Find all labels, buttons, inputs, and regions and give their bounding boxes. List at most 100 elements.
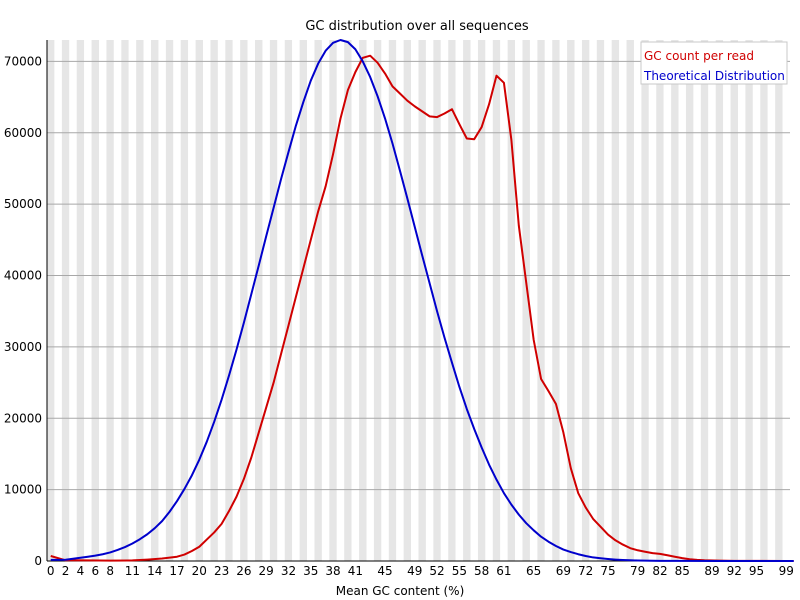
background-stripe xyxy=(366,40,374,561)
background-stripe xyxy=(581,40,590,561)
background-stripe xyxy=(619,40,627,561)
background-stripe xyxy=(381,40,389,561)
background-stripe xyxy=(277,40,285,561)
background-stripe xyxy=(463,40,471,561)
x-tick-label: 49 xyxy=(407,564,422,578)
x-tick-label: 4 xyxy=(77,564,85,578)
background-stripe xyxy=(351,40,360,561)
background-stripe xyxy=(91,40,100,561)
legend-entry-gc-count: GC count per read xyxy=(644,49,754,63)
background-stripe xyxy=(470,40,478,561)
background-stripe xyxy=(752,40,761,561)
background-stripe xyxy=(359,40,367,561)
x-tick-label: 52 xyxy=(429,564,444,578)
background-stripe xyxy=(143,40,152,561)
background-stripe xyxy=(173,40,181,561)
legend-entry-theoretical: Theoretical Distribution xyxy=(643,69,785,83)
background-stripe xyxy=(47,40,55,561)
background-stripe xyxy=(262,40,270,561)
background-stripe xyxy=(307,40,315,561)
background-stripe xyxy=(195,40,204,561)
background-stripe xyxy=(760,40,768,561)
x-tick-label: 75 xyxy=(600,564,615,578)
x-tick-label: 8 xyxy=(106,564,114,578)
background-stripe xyxy=(477,40,486,561)
background-stripe xyxy=(240,40,248,561)
background-stripe xyxy=(671,40,679,561)
series-layer xyxy=(50,39,794,562)
background-stripes xyxy=(47,40,790,561)
background-stripe xyxy=(373,40,382,561)
background-stripe xyxy=(418,40,426,561)
background-stripe xyxy=(544,40,553,561)
x-axis-title: Mean GC content (%) xyxy=(336,584,465,598)
background-stripe xyxy=(158,40,166,561)
x-tick-label: 26 xyxy=(236,564,251,578)
background-stripe xyxy=(314,40,322,561)
x-tick-label: 35 xyxy=(303,564,318,578)
background-stripe xyxy=(574,40,582,561)
background-stripe xyxy=(396,40,404,561)
background-stripe xyxy=(626,40,634,561)
background-stripe xyxy=(715,40,724,561)
background-stripe xyxy=(515,40,523,561)
background-stripe xyxy=(255,40,263,561)
background-stripe xyxy=(336,40,345,561)
background-stripe xyxy=(113,40,122,561)
legend-box xyxy=(640,41,788,85)
background-stripe xyxy=(596,40,605,561)
background-stripe xyxy=(685,40,694,561)
background-stripe xyxy=(455,40,464,561)
background-stripe xyxy=(121,40,129,561)
y-tick-label: 0 xyxy=(34,554,42,568)
x-tick-label: 58 xyxy=(474,564,489,578)
background-stripe xyxy=(775,40,783,561)
background-stripe xyxy=(403,40,412,561)
background-stripe xyxy=(269,40,278,561)
y-tick-labels: 0 10000 20000 30000 40000 50000 60000 70000 xyxy=(4,54,42,568)
x-tick-label: 23 xyxy=(214,564,229,578)
chart-title: GC distribution over all sequences xyxy=(305,19,529,34)
background-stripe xyxy=(507,40,516,561)
background-stripe xyxy=(106,40,114,561)
y-tick-label: 50000 xyxy=(4,197,42,211)
x-tick-label: 61 xyxy=(496,564,511,578)
x-tick-label: 0 xyxy=(47,564,55,578)
background-stripe xyxy=(537,40,545,561)
y-tick-label: 20000 xyxy=(4,411,42,425)
background-stripe xyxy=(723,40,731,561)
x-tick-label: 20 xyxy=(192,564,207,578)
background-stripe xyxy=(730,40,738,561)
series-line-gc-count xyxy=(50,54,794,562)
x-tick-label: 17 xyxy=(169,564,184,578)
x-tick-label: 11 xyxy=(125,564,140,578)
background-stripe xyxy=(500,40,508,561)
background-stripe xyxy=(589,40,597,561)
background-stripe xyxy=(69,40,77,561)
x-tick-label: 92 xyxy=(727,564,742,578)
x-tick-label: 41 xyxy=(348,564,363,578)
background-stripe xyxy=(567,40,575,561)
background-stripe xyxy=(663,40,672,561)
background-stripe xyxy=(604,40,612,561)
background-stripe xyxy=(128,40,137,561)
background-stripe xyxy=(180,40,189,561)
background-stripe xyxy=(76,40,85,561)
background-stripe xyxy=(485,40,493,561)
background-stripe xyxy=(648,40,657,561)
background-stripe xyxy=(440,40,449,561)
x-tick-labels: 0 2 4 6 8 11 14 17 20 23 26 29 32 35 38 41 45 49 52 55 58 61 6… xyxy=(47,564,794,578)
background-stripe xyxy=(693,40,701,561)
x-tick-label: 2 xyxy=(62,564,70,578)
horizontal-gridlines xyxy=(47,60,790,491)
background-stripe xyxy=(611,40,620,561)
background-stripe xyxy=(321,40,330,561)
background-stripe xyxy=(782,40,790,561)
y-tick-label: 30000 xyxy=(4,340,42,354)
x-tick-label: 32 xyxy=(281,564,296,578)
x-tick-label: 14 xyxy=(147,564,162,578)
background-stripe xyxy=(61,40,70,561)
background-stripe xyxy=(299,40,308,561)
series-line-theoretical xyxy=(50,39,794,562)
